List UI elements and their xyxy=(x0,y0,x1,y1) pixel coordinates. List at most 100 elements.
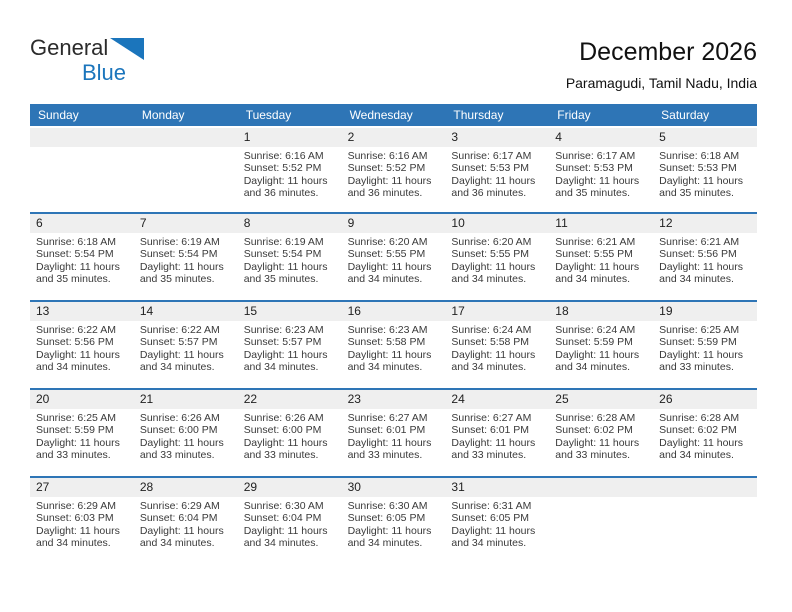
day-detail-line: Daylight: 11 hours xyxy=(347,348,432,361)
day-details: Sunrise: 6:29 AM Sunset: 6:04 PM Daylight:… xyxy=(134,497,238,550)
weekday-header-thursday: Thursday xyxy=(453,108,504,122)
day-detail-line: Sunset: 6:02 PM xyxy=(555,424,633,437)
day-details: Sunrise: 6:24 AM Sunset: 5:58 PM Daylight:… xyxy=(445,321,549,374)
day-detail-line: Daylight: 11 hours xyxy=(139,348,224,361)
day-detail-line: Daylight: 11 hours xyxy=(347,174,432,187)
day-detail-line: Sunset: 5:53 PM xyxy=(451,162,530,175)
day-detail-line: Sunset: 5:59 PM xyxy=(36,424,114,437)
day-detail-line: Sunset: 5:57 PM xyxy=(139,336,218,349)
day-cell-26: 26 Sunrise: 6:28 AM Sunset: 6:02 PM Dayligh… xyxy=(653,390,757,476)
day-cell-10: 10 Sunrise: 6:20 AM Sunset: 5:55 PM Dayligh… xyxy=(445,214,550,300)
week-row: 6 Sunrise: 6:18 AM Sunset: 5:54 PM Daylight… xyxy=(30,212,757,300)
day-number: 26 xyxy=(653,390,757,409)
day-detail-line: Daylight: 11 hours xyxy=(347,436,432,449)
day-cell-empty xyxy=(30,128,134,212)
day-details: Sunrise: 6:26 AM Sunset: 6:00 PM Daylight:… xyxy=(134,409,238,462)
day-details: Sunrise: 6:17 AM Sunset: 5:53 PM Daylight:… xyxy=(549,147,653,200)
day-number xyxy=(30,128,134,147)
day-cell-17: 17 Sunrise: 6:24 AM Sunset: 5:58 PM Dayligh… xyxy=(445,302,550,388)
day-detail-line: Sunrise: 6:19 AM xyxy=(139,236,220,248)
day-detail-line: Sunrise: 6:16 AM xyxy=(347,150,428,162)
day-detail-line: and 34 minutes. xyxy=(659,273,734,286)
day-cell-15: 15 Sunrise: 6:23 AM Sunset: 5:57 PM Dayligh… xyxy=(237,302,342,388)
day-detail-line: Sunset: 5:53 PM xyxy=(555,162,633,175)
day-details: Sunrise: 6:28 AM Sunset: 6:02 PM Daylight:… xyxy=(653,409,757,462)
day-detail-line: Sunset: 6:04 PM xyxy=(139,512,218,525)
day-number: 4 xyxy=(549,128,654,147)
day-cell-9: 9 Sunrise: 6:20 AM Sunset: 5:55 PM Daylight… xyxy=(341,214,446,300)
day-details: Sunrise: 6:21 AM Sunset: 5:55 PM Daylight:… xyxy=(549,233,653,286)
day-cell-14: 14 Sunrise: 6:22 AM Sunset: 5:57 PM Dayligh… xyxy=(133,302,238,388)
day-detail-line: and 33 minutes. xyxy=(243,449,319,462)
day-detail-line: Sunrise: 6:30 AM xyxy=(243,500,324,512)
day-number: 6 xyxy=(30,214,134,233)
day-detail-line: Sunset: 5:57 PM xyxy=(243,336,322,349)
day-detail-line: Sunrise: 6:29 AM xyxy=(139,500,220,512)
day-detail-line: and 35 minutes. xyxy=(36,273,111,286)
title-block: December 2026 Paramagudi, Tamil Nadu, In… xyxy=(566,38,757,91)
weekday-header-tuesday: Tuesday xyxy=(245,108,292,122)
general-blue-logo: General Blue xyxy=(30,37,145,84)
day-cell-21: 21 Sunrise: 6:26 AM Sunset: 6:00 PM Dayligh… xyxy=(133,390,238,476)
day-details: Sunrise: 6:19 AM Sunset: 5:54 PM Daylight:… xyxy=(238,233,342,286)
day-detail-line: Sunrise: 6:20 AM xyxy=(347,236,428,248)
calendar: Sunday Monday Tuesday Wednesday Thursday… xyxy=(30,104,757,564)
day-detail-line: and 33 minutes. xyxy=(347,449,423,462)
day-number: 1 xyxy=(237,128,342,147)
day-detail-line: Sunset: 5:52 PM xyxy=(243,162,322,175)
day-number: 20 xyxy=(30,390,134,409)
day-number: 30 xyxy=(341,478,446,497)
day-cell-5: 5 Sunrise: 6:18 AM Sunset: 5:53 PM Daylight… xyxy=(653,128,757,212)
day-cell-7: 7 Sunrise: 6:19 AM Sunset: 5:54 PM Daylight… xyxy=(133,214,238,300)
week-row: 27 Sunrise: 6:29 AM Sunset: 6:03 PM Dayligh… xyxy=(30,476,757,564)
day-details: Sunrise: 6:20 AM Sunset: 5:55 PM Daylight:… xyxy=(342,233,446,286)
day-details xyxy=(134,147,238,150)
day-detail-line: Sunrise: 6:16 AM xyxy=(243,150,324,162)
day-cell-28: 28 Sunrise: 6:29 AM Sunset: 6:04 PM Dayligh… xyxy=(133,478,238,564)
week-row: 1 Sunrise: 6:16 AM Sunset: 5:52 PM Daylight… xyxy=(30,128,757,212)
day-cell-31: 31 Sunrise: 6:31 AM Sunset: 6:05 PM Dayligh… xyxy=(445,478,550,564)
weekday-header-wednesday: Wednesday xyxy=(349,108,413,122)
day-detail-line: Sunrise: 6:26 AM xyxy=(243,412,324,424)
day-number: 9 xyxy=(341,214,446,233)
day-detail-line: Sunrise: 6:21 AM xyxy=(659,236,740,248)
day-cell-11: 11 Sunrise: 6:21 AM Sunset: 5:55 PM Dayligh… xyxy=(549,214,654,300)
day-detail-line: and 36 minutes. xyxy=(451,187,527,200)
day-number: 22 xyxy=(237,390,342,409)
day-number: 14 xyxy=(133,302,238,321)
day-detail-line: Daylight: 11 hours xyxy=(139,260,224,273)
day-details: Sunrise: 6:25 AM Sunset: 5:59 PM Daylight:… xyxy=(653,321,757,374)
day-detail-line: Sunrise: 6:21 AM xyxy=(555,236,636,248)
day-detail-line: Sunset: 6:03 PM xyxy=(36,512,114,525)
day-detail-line: and 34 minutes. xyxy=(139,361,215,374)
day-cell-27: 27 Sunrise: 6:29 AM Sunset: 6:03 PM Dayligh… xyxy=(30,478,134,564)
day-number: 28 xyxy=(133,478,238,497)
day-detail-line: Sunrise: 6:28 AM xyxy=(659,412,740,424)
day-detail-line: and 34 minutes. xyxy=(347,537,423,550)
day-detail-line: Sunrise: 6:29 AM xyxy=(36,500,116,512)
day-detail-line: Sunrise: 6:23 AM xyxy=(243,324,324,336)
day-detail-line: Sunset: 6:00 PM xyxy=(139,424,218,437)
day-number: 2 xyxy=(341,128,446,147)
day-details: Sunrise: 6:20 AM Sunset: 5:55 PM Daylight:… xyxy=(445,233,549,286)
day-detail-line: Sunrise: 6:24 AM xyxy=(555,324,636,336)
day-cell-1: 1 Sunrise: 6:16 AM Sunset: 5:52 PM Daylight… xyxy=(237,128,342,212)
day-number: 12 xyxy=(653,214,757,233)
day-details: Sunrise: 6:16 AM Sunset: 5:52 PM Daylight:… xyxy=(238,147,342,200)
day-detail-line: and 35 minutes. xyxy=(659,187,734,200)
day-detail-line: and 34 minutes. xyxy=(555,273,630,286)
day-detail-line: Sunset: 5:55 PM xyxy=(451,248,530,261)
day-number: 10 xyxy=(445,214,550,233)
day-detail-line: Sunset: 5:55 PM xyxy=(555,248,633,261)
day-detail-line: Daylight: 11 hours xyxy=(347,260,432,273)
day-cell-3: 3 Sunrise: 6:17 AM Sunset: 5:53 PM Daylight… xyxy=(445,128,550,212)
day-detail-line: Sunrise: 6:22 AM xyxy=(139,324,220,336)
day-cell-29: 29 Sunrise: 6:30 AM Sunset: 6:04 PM Dayligh… xyxy=(237,478,342,564)
day-detail-line: Daylight: 11 hours xyxy=(555,348,640,361)
day-details: Sunrise: 6:19 AM Sunset: 5:54 PM Daylight:… xyxy=(134,233,238,286)
day-detail-line: and 36 minutes. xyxy=(347,187,423,200)
day-detail-line: Sunset: 5:54 PM xyxy=(243,248,322,261)
day-number xyxy=(133,128,238,147)
day-detail-line: Sunset: 6:01 PM xyxy=(347,424,426,437)
day-detail-line: and 36 minutes. xyxy=(243,187,319,200)
